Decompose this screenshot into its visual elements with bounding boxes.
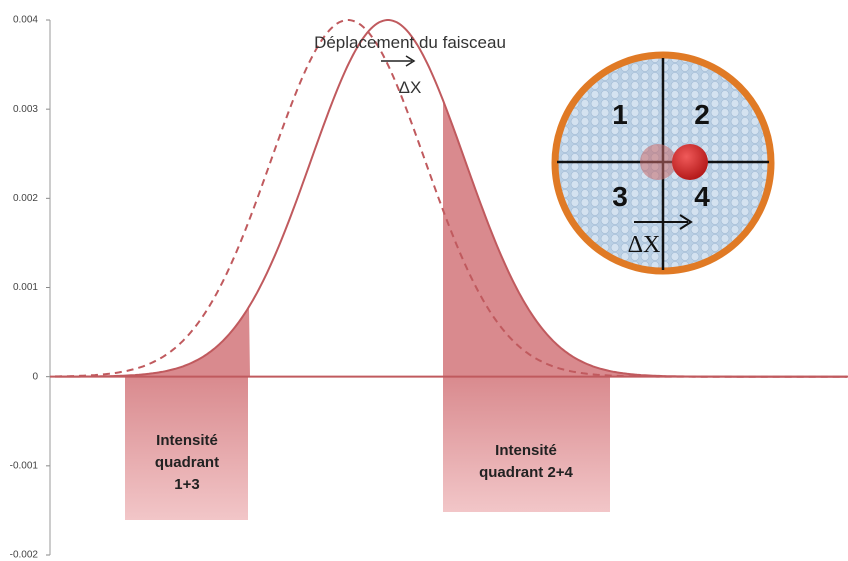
y-tick-label: 0.002	[13, 193, 38, 204]
profile-initial	[55, 19, 847, 378]
plot: 0.004 0.003 0.002 0.001 0 -0.001 -0.002 Intensi…	[10, 15, 848, 561]
quadrant-label: 3	[612, 181, 628, 212]
y-tick-label: -0.001	[10, 460, 39, 471]
intensity-label: 1+3	[174, 476, 199, 493]
annotation-text: Déplacement du faisceau	[314, 33, 506, 52]
shade-right	[443, 100, 720, 377]
beam-before	[640, 144, 676, 180]
detector-delta: ΔX	[628, 232, 661, 258]
beam-after	[672, 144, 708, 180]
intensity-label: quadrant	[155, 454, 219, 471]
quadrant-label: 4	[694, 181, 710, 212]
detector: 1 2 3 4 ΔX	[551, 51, 775, 275]
quadrant-label: 1	[612, 99, 628, 130]
y-tick-label: 0.001	[13, 282, 38, 293]
detector-arrow-head	[679, 214, 693, 230]
y-tick-label: -0.002	[10, 550, 39, 561]
intensity-label: Intensité	[156, 432, 218, 449]
annotation-delta: ΔX	[399, 78, 422, 97]
shade-left	[55, 306, 250, 377]
intensity-box	[443, 376, 610, 512]
y-tick-label: 0	[32, 371, 38, 382]
y-tick-label: 0.003	[13, 104, 38, 115]
intensity-label: Intensité	[495, 442, 557, 459]
quadrant-label: 2	[694, 99, 710, 130]
intensity-label: quadrant 2+4	[479, 464, 573, 481]
shift-arrow-head	[405, 55, 416, 67]
y-tick-label: 0.004	[13, 15, 38, 26]
intensity-box	[125, 376, 248, 520]
